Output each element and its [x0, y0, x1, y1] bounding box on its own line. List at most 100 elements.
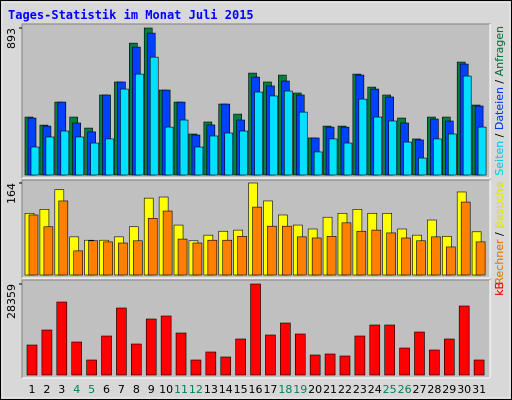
- bar: [162, 210, 173, 276]
- x-tick-label: 15: [234, 383, 248, 396]
- x-tick-label: 20: [308, 383, 322, 396]
- bar: [358, 98, 368, 176]
- bar: [120, 88, 129, 176]
- bar: [403, 141, 412, 176]
- bar: [75, 136, 85, 176]
- bar: [86, 359, 97, 376]
- bar: [71, 341, 83, 376]
- bar: [133, 240, 143, 276]
- x-tick-label: 3: [58, 383, 65, 396]
- bar: [177, 238, 188, 276]
- bar: [399, 347, 410, 376]
- bar: [296, 236, 307, 276]
- bar: [311, 237, 322, 276]
- x-tick-label: 5: [88, 383, 95, 396]
- bar: [298, 111, 308, 176]
- legend-entry: Seiten: [493, 141, 506, 176]
- bar: [205, 351, 217, 376]
- bar: [356, 230, 367, 276]
- bar: [73, 250, 84, 276]
- bar: [190, 359, 202, 376]
- bar: [147, 218, 158, 276]
- x-tick-label: 4: [73, 383, 80, 396]
- x-tick-label: 25: [383, 383, 397, 396]
- x-tick-label: 26: [398, 383, 412, 396]
- bar: [175, 332, 187, 376]
- x-tick-label: 11: [174, 383, 188, 396]
- bar: [131, 343, 142, 376]
- bar: [267, 225, 277, 276]
- bar: [58, 200, 69, 276]
- y-tick-label: 164: [5, 183, 18, 204]
- y-tick-label: 893: [5, 28, 18, 49]
- bar: [369, 324, 381, 376]
- bar: [458, 305, 470, 376]
- bar: [416, 240, 426, 276]
- series-legend: Rechner / Besuche: [493, 182, 506, 285]
- bar: [209, 135, 219, 176]
- bar: [341, 222, 352, 276]
- bar: [179, 119, 189, 176]
- legend-separator: /: [493, 76, 506, 87]
- y-tick-label: 28359: [5, 284, 18, 319]
- bar: [192, 242, 203, 276]
- series-legend: Seiten / Dateien / Anfragen: [493, 26, 506, 176]
- bar: [401, 237, 411, 276]
- bar: [269, 95, 278, 176]
- legend-entry: Anfragen: [493, 26, 506, 76]
- bar: [118, 242, 128, 276]
- x-tick-label: 13: [204, 383, 218, 396]
- bar: [326, 235, 337, 276]
- legend-entry: Besuche: [493, 182, 506, 229]
- bar: [90, 142, 99, 176]
- bar: [294, 333, 306, 376]
- x-tick-label: 6: [103, 383, 110, 396]
- bar: [354, 335, 366, 376]
- bar: [477, 126, 487, 176]
- bar: [237, 235, 247, 276]
- bar: [56, 301, 68, 376]
- bar: [28, 214, 39, 276]
- bar: [60, 130, 70, 176]
- x-tick-label: 12: [189, 383, 203, 396]
- bar: [443, 338, 455, 376]
- bar: [280, 322, 291, 376]
- bar: [324, 353, 336, 376]
- x-tick-label: 30: [457, 383, 471, 396]
- bar: [135, 73, 144, 176]
- bar: [386, 232, 396, 276]
- bar: [384, 324, 395, 376]
- bar: [447, 133, 457, 176]
- x-tick-label: 31: [472, 383, 486, 396]
- x-tick-label: 10: [159, 383, 173, 396]
- bar: [145, 318, 157, 376]
- bar: [429, 349, 440, 376]
- legend-entry: Rechner: [493, 239, 506, 285]
- bar: [309, 354, 321, 376]
- bar: [252, 206, 262, 276]
- bar: [222, 239, 233, 276]
- x-tick-label: 28: [427, 383, 441, 396]
- bar: [207, 239, 218, 276]
- bar: [371, 229, 382, 276]
- bar: [45, 136, 55, 176]
- x-tick-label: 8: [133, 383, 140, 396]
- x-tick-label: 17: [263, 383, 277, 396]
- bar: [460, 201, 471, 276]
- bar: [224, 132, 234, 176]
- bar: [475, 241, 486, 276]
- bar: [414, 331, 425, 376]
- bar: [194, 146, 204, 176]
- bar: [239, 130, 248, 176]
- bar: [343, 142, 353, 176]
- legend-separator: /: [493, 130, 506, 141]
- bar: [313, 151, 323, 176]
- bar: [473, 359, 485, 376]
- x-tick-label: 19: [293, 383, 307, 396]
- bar: [418, 157, 427, 176]
- bar: [235, 338, 246, 376]
- x-tick-label: 9: [148, 383, 155, 396]
- x-tick-label: 1: [29, 383, 36, 396]
- bar: [373, 116, 383, 176]
- bar: [116, 307, 127, 376]
